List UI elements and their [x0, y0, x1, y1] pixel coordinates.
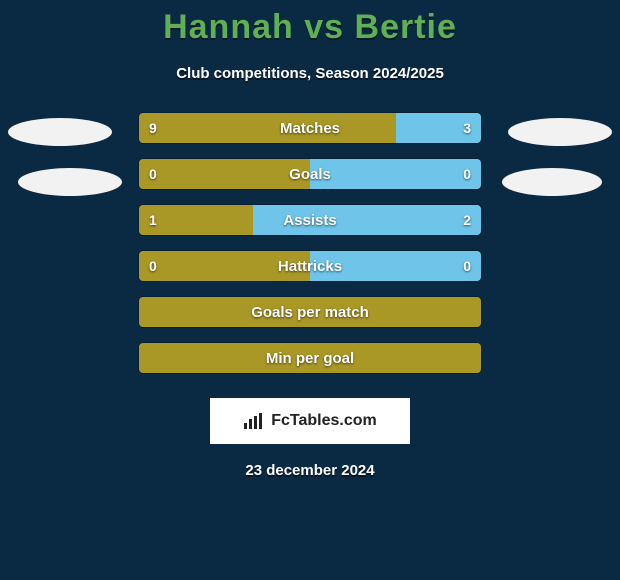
- stat-label: Goals per match: [139, 297, 481, 327]
- stat-value-right: 0: [453, 159, 481, 189]
- stat-bars: 9 Matches 3 0 Goals 0 1 Assists 2 0 Hatt…: [138, 112, 482, 388]
- comparison-title: Hannah vs Bertie: [0, 0, 620, 47]
- player2-name: Bertie: [355, 8, 457, 46]
- stat-row-matches: 9 Matches 3: [138, 112, 482, 144]
- stat-value-right: [461, 297, 481, 327]
- stat-row-hattricks: 0 Hattricks 0: [138, 250, 482, 282]
- stat-row-assists: 1 Assists 2: [138, 204, 482, 236]
- stat-label: Hattricks: [139, 251, 481, 281]
- stat-value-right: 0: [453, 251, 481, 281]
- player2-badge-placeholder-2: [502, 168, 602, 196]
- player1-badge-placeholder-1: [8, 118, 112, 146]
- stat-value-right: 3: [453, 113, 481, 143]
- stat-label: Assists: [139, 205, 481, 235]
- brand-watermark: FcTables.com: [210, 398, 410, 444]
- stat-row-goals-per-match: Goals per match: [138, 296, 482, 328]
- stat-label: Goals: [139, 159, 481, 189]
- bar-chart-icon: [243, 412, 265, 430]
- stat-row-min-per-goal: Min per goal: [138, 342, 482, 374]
- vs-label: vs: [304, 8, 344, 46]
- stat-label: Min per goal: [139, 343, 481, 373]
- player1-badge-placeholder-2: [18, 168, 122, 196]
- stat-value-right: 2: [453, 205, 481, 235]
- footer-date: 23 december 2024: [0, 462, 620, 479]
- player2-badge-placeholder-1: [508, 118, 612, 146]
- stat-row-goals: 0 Goals 0: [138, 158, 482, 190]
- subtitle: Club competitions, Season 2024/2025: [0, 65, 620, 82]
- player1-name: Hannah: [163, 8, 294, 46]
- stat-value-right: [461, 343, 481, 373]
- brand-text: FcTables.com: [271, 412, 377, 430]
- stats-chart: 9 Matches 3 0 Goals 0 1 Assists 2 0 Hatt…: [0, 112, 620, 392]
- stat-label: Matches: [139, 113, 481, 143]
